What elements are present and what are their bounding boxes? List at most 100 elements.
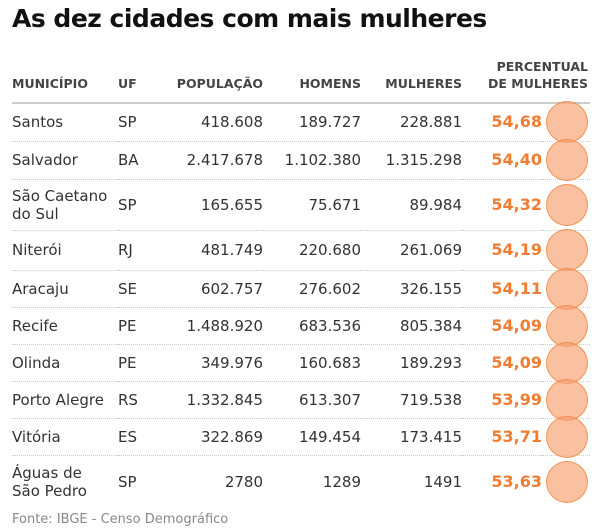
cell-mulheres: 189.293 [361,344,462,382]
cell-municipio: Niterói [12,230,118,271]
cell-uf: PE [118,307,160,345]
cell-homens: 1289 [322,472,361,491]
table-row: Santos SP 418.608 189.727 228.881 54,68 [12,101,590,144]
cell-municipio: Vitória [12,418,118,456]
table-row: Aracaju SE 602.757 276.602 326.155 54,11 [12,267,590,310]
cell-homens: 276.602 [263,270,361,308]
cell-populacao: 1.332.845 [160,381,263,419]
cell-homens: 75.671 [263,179,361,231]
cell-mulheres: 1491 [423,472,462,491]
header-percentual: PERCENTUAL DE MULHERES [462,58,590,104]
cell-uf: SE [118,270,160,308]
cell-populacao: 602.757 [160,270,263,308]
cell-percentual: 53,63 [491,471,542,491]
cell-percentual: 54,68 [462,103,542,142]
cell-uf: RS [118,381,160,419]
table-row: Recife PE 1.488.920 683.536 805.384 54,09 [12,304,590,347]
header-populacao: POPULAÇÃO [160,58,263,104]
cell-circle [542,229,590,271]
table-row: Vitória ES 322.869 149.454 173.415 53,71 [12,415,590,458]
source-note: Fonte: IBGE - Censo Demográfico [12,512,229,527]
cell-circle [542,267,590,310]
header-mulheres: MULHERES [361,58,462,104]
cell-homens: 683.536 [263,307,361,345]
percent-circle-mark [546,304,588,347]
cell-circle [542,378,590,421]
cell-percentual: 54,32 [462,179,542,231]
cell-populacao: 2780 [224,472,263,491]
cell-mulheres: 89.984 [361,179,462,231]
cell-percentual: 54,09 [462,344,542,382]
table-row: São Caetano do Sul SP 165.655 75.671 89.984 5… [12,179,590,231]
cell-uf: SP [118,472,137,491]
header-percentual-line1: PERCENTUAL [496,59,588,74]
cell-municipio: Águas de São Pedro [12,463,87,500]
percent-circle-mark [546,183,588,226]
cell-homens: 160.683 [263,344,361,382]
percent-circle-mark [546,139,588,181]
cell-populacao: 418.608 [160,103,263,142]
cell-municipio: Santos [12,103,118,142]
table-row: Salvador BA 2.417.678 1.102.380 1.315.298 54,… [12,139,590,181]
cell-homens: 189.727 [263,103,361,142]
cell-homens: 220.680 [263,230,361,271]
cell-mulheres: 326.155 [361,270,462,308]
cell-percentual: 53,71 [462,418,542,456]
cell-mulheres: 1.315.298 [361,141,462,180]
cell-mulheres: 261.069 [361,230,462,271]
cell-municipio: Aracaju [12,270,118,308]
cell-circle [542,101,590,144]
cell-homens: 1.102.380 [263,141,361,180]
cell-populacao: 349.976 [160,344,263,382]
table-row: Águas de São Pedro SP 2780 1289 1491 53,63 [12,455,590,508]
cell-homens: 149.454 [263,418,361,456]
cell-populacao: 2.417.678 [160,141,263,180]
percent-circle-mark [546,229,588,271]
cell-mulheres: 228.881 [361,103,462,142]
percent-circle-mark [546,101,588,144]
cell-percentual: 54,09 [462,307,542,345]
cell-uf: PE [118,344,160,382]
cell-circle [542,304,590,347]
cell-mulheres: 805.384 [361,307,462,345]
header-row: MUNICÍPIO UF POPULAÇÃO HOMENS MULHERES P… [12,58,590,104]
header-uf: UF [118,58,160,104]
cell-circle [542,139,590,181]
percent-circle-mark [546,341,588,384]
cell-uf: SP [118,103,160,142]
cell-mulheres: 173.415 [361,418,462,456]
percent-circle-mark [546,267,588,310]
cell-circle [542,341,590,384]
table-row: Porto Alegre RS 1.332.845 613.307 719.538 53,… [12,378,590,421]
cell-municipio: Porto Alegre [12,381,118,419]
percent-circle-mark [546,415,588,458]
table-row: Olinda PE 349.976 160.683 189.293 54,09 [12,341,590,384]
cell-uf: BA [118,141,160,180]
cell-percentual: 54,11 [462,270,542,308]
cell-populacao: 481.749 [160,230,263,271]
table-row: Niterói RJ 481.749 220.680 261.069 54,19 [12,229,590,271]
header-percentual-line2: DE MULHERES [488,76,588,91]
cell-populacao: 322.869 [160,418,263,456]
cell-circle [542,415,590,458]
cell-circle [542,455,590,508]
header-homens: HOMENS [263,58,361,104]
cell-uf: ES [118,418,160,456]
header-municipio: MUNICÍPIO [12,58,118,104]
cell-percentual: 53,99 [462,381,542,419]
cell-uf: SP [118,179,160,231]
cell-circle [542,179,590,231]
cell-uf: RJ [118,230,160,271]
cell-municipio: Salvador [12,141,118,180]
percent-circle-mark [546,460,588,503]
page-title: As dez cidades com mais mulheres [12,4,487,33]
cell-homens: 613.307 [263,381,361,419]
cell-populacao: 1.488.920 [160,307,263,345]
cell-municipio: São Caetano do Sul [12,179,118,231]
cell-percentual: 54,40 [462,141,542,180]
cell-populacao: 165.655 [160,179,263,231]
cell-municipio: Olinda [12,344,118,382]
percent-circle-mark [546,378,588,421]
cities-table: MUNICÍPIO UF POPULAÇÃO HOMENS MULHERES P… [12,58,590,508]
